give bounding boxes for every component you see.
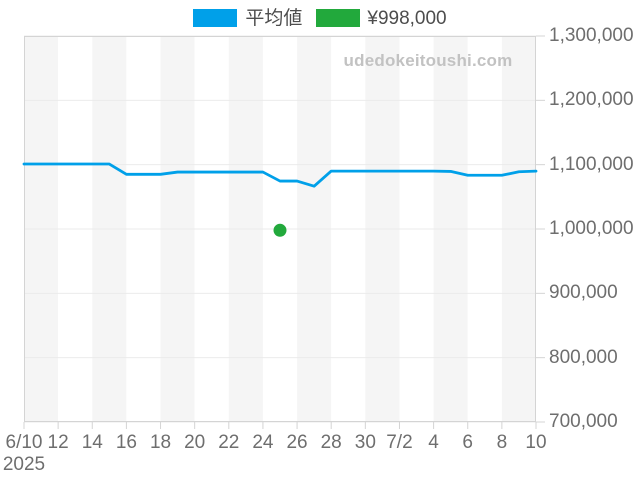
y-tick-label: 1,000,000	[549, 218, 634, 239]
x-axis-year-label: 2025	[2, 454, 46, 475]
x-tick-label: 7/2	[386, 432, 413, 453]
x-tick-label: 14	[81, 432, 103, 453]
plot-frame	[24, 36, 536, 422]
data-point-sold-price[interactable]	[273, 223, 287, 237]
x-tick-label: 30	[354, 432, 376, 453]
x-tick-label: 4	[428, 432, 439, 453]
x-tick-label: 16	[115, 432, 137, 453]
x-tick-label: 6/10	[5, 432, 43, 453]
y-tick-label: 700,000	[549, 411, 618, 432]
site-watermark: udedokeitoushi.com	[343, 51, 513, 70]
x-tick-label: 12	[47, 432, 69, 453]
x-tick-label: 28	[320, 432, 342, 453]
y-tick-label: 900,000	[549, 282, 618, 304]
legend-swatch-price-point[interactable]	[316, 9, 361, 27]
x-tick-label: 24	[252, 432, 274, 453]
legend-label-price: ¥998,000	[367, 7, 447, 29]
x-tick-label: 22	[218, 432, 240, 453]
y-tick-label: 1,100,000	[549, 153, 634, 175]
y-tick-label: 1,200,000	[549, 89, 634, 111]
x-tick-label: 8	[496, 432, 508, 453]
chart-legend: 平均値 ¥998,000	[0, 6, 640, 30]
legend-swatch-average-line[interactable]	[193, 9, 238, 27]
x-tick-label: 18	[149, 432, 172, 453]
y-tick-label: 800,000	[549, 346, 618, 368]
legend-label-average: 平均値	[245, 7, 303, 29]
x-tick-label: 20	[184, 432, 206, 453]
x-tick-label: 10	[525, 432, 547, 453]
y-tick-label: 1,300,000	[549, 25, 634, 46]
x-tick-label: 6	[462, 432, 474, 453]
series-line-average	[22, 162, 538, 188]
x-tick-label: 26	[286, 432, 308, 453]
